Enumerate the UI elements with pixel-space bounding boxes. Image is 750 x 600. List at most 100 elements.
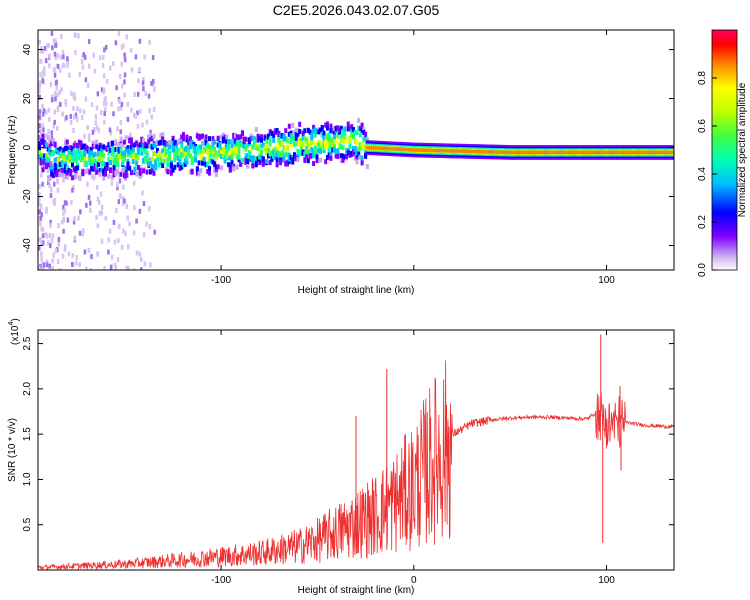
heatmap-cell	[133, 153, 137, 159]
heatmap-cell	[124, 135, 128, 141]
heatmap-cell	[183, 158, 187, 164]
heatmap-cell	[53, 119, 56, 125]
heatmap-cells	[38, 30, 674, 270]
heatmap-cell	[247, 138, 251, 144]
heatmap-cell	[51, 233, 55, 239]
heatmap-cell	[479, 149, 483, 154]
heatmap-cell	[104, 44, 108, 50]
heatmap-cell	[54, 96, 57, 102]
heatmap-cell	[105, 165, 109, 171]
heatmap-cell	[122, 156, 126, 162]
heatmap-cell	[162, 145, 166, 151]
heatmap-cell	[129, 47, 133, 53]
heatmap-cell	[123, 57, 127, 63]
heatmap-cell	[195, 133, 199, 139]
heatmap-cell	[57, 166, 61, 172]
heatmap-cell	[166, 157, 170, 163]
heatmap-cell	[386, 146, 390, 151]
heatmap-cell	[117, 142, 121, 148]
heatmap-cell	[324, 159, 328, 165]
heatmap-cell	[116, 185, 119, 191]
heatmap-cell	[306, 127, 310, 133]
heatmap-cell	[306, 158, 310, 164]
heatmap-cell	[140, 172, 144, 178]
heatmap-cell	[132, 230, 136, 236]
heatmap-cell	[452, 149, 456, 153]
snr-series-line	[38, 360, 674, 570]
heatmap-cell	[265, 144, 269, 150]
heatmap-cell	[336, 125, 340, 131]
heatmap-cell	[129, 148, 133, 154]
heatmap-cell	[287, 123, 291, 129]
heatmap-cell	[53, 72, 57, 78]
heatmap-cell	[57, 222, 60, 228]
heatmap-cell	[152, 170, 156, 176]
heatmap-cell	[134, 54, 138, 60]
heatmap-cell	[42, 127, 45, 133]
heatmap-cell	[201, 133, 205, 139]
heatmap-cell	[360, 127, 364, 133]
heatmap-cell	[40, 251, 43, 257]
heatmap-cell	[96, 91, 100, 97]
heatmap-cell	[332, 126, 336, 132]
heatmap-cell	[263, 146, 267, 152]
heatmap-cell	[268, 160, 272, 166]
heatmap-cell	[38, 87, 41, 93]
heatmap-cell	[469, 149, 473, 154]
heatmap-cell	[117, 106, 120, 112]
heatmap-cell	[152, 164, 156, 170]
heatmap-cell	[305, 147, 309, 153]
heatmap-cell	[228, 150, 232, 156]
heatmap-cell	[272, 137, 276, 143]
heatmap-cell	[239, 142, 243, 148]
heatmap-cell	[204, 147, 208, 153]
colorbar-tick-label: 0.4	[697, 167, 708, 181]
heatmap-cell	[129, 139, 133, 145]
heatmap-cell	[145, 119, 149, 125]
heatmap-cell	[358, 145, 362, 151]
heatmap-cell	[90, 102, 94, 108]
heatmap-cell	[223, 154, 227, 160]
heatmap-cell	[118, 73, 122, 79]
heatmap-cell	[188, 153, 192, 159]
heatmap-cell	[296, 149, 300, 155]
heatmap-cell	[475, 149, 479, 154]
heatmap-cell	[40, 172, 43, 178]
heatmap-cell	[120, 244, 124, 250]
heatmap-cell	[77, 139, 81, 145]
heatmap-cell	[48, 53, 51, 59]
heatmap-cell	[346, 150, 350, 156]
heatmap-cell	[47, 129, 50, 135]
heatmap-cell	[325, 136, 329, 142]
heatmap-cell	[168, 144, 172, 150]
heatmap-cell	[510, 150, 514, 155]
heatmap-cell	[308, 140, 312, 146]
heatmap-cell	[251, 144, 255, 150]
heatmap-cell	[463, 149, 467, 153]
heatmap-cell	[63, 207, 67, 213]
heatmap-cell	[90, 162, 94, 168]
heatmap-cell	[70, 155, 74, 161]
heatmap-cell	[150, 144, 154, 150]
heatmap-cell	[339, 144, 343, 150]
colorbar-label: Normalized spectral amplitude	[737, 82, 748, 217]
heatmap-cell	[49, 219, 52, 225]
heatmap-cell	[152, 151, 156, 157]
heatmap-cell	[216, 164, 220, 170]
heatmap-cell	[320, 131, 324, 137]
heatmap-cell	[74, 112, 78, 118]
heatmap-cell	[183, 161, 187, 167]
heatmap-cell	[72, 148, 76, 154]
heatmap-cell	[355, 130, 359, 136]
heatmap-cell	[492, 150, 496, 154]
heatmap-cell	[171, 140, 175, 146]
heatmap-cell	[73, 235, 77, 241]
heatmap-cell	[625, 150, 629, 155]
heatmap-cell	[202, 160, 206, 166]
heatmap-cell	[216, 152, 220, 158]
heatmap-cell	[41, 181, 44, 187]
heatmap-cell	[604, 150, 608, 155]
heatmap-cell	[96, 161, 100, 167]
heatmap-cell	[138, 208, 142, 214]
heatmap-cell	[50, 30, 54, 36]
